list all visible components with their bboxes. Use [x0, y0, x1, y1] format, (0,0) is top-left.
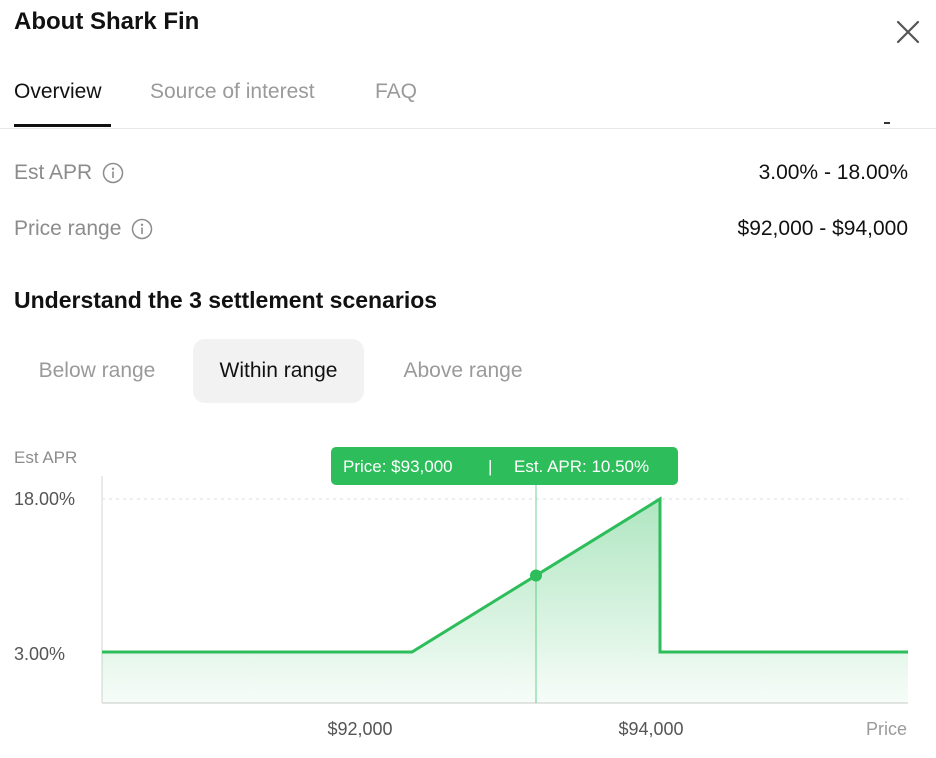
est-apr-row: Est APR 3.00% - 18.00%	[14, 159, 908, 187]
tabs-divider	[0, 128, 936, 129]
est-apr-label: Est APR	[14, 161, 93, 184]
info-icon[interactable]	[131, 218, 153, 240]
x-tick-94000: $94,000	[618, 719, 683, 739]
scenario-tab-within-range[interactable]: Within range	[193, 339, 364, 403]
tooltip-separator: |	[488, 457, 492, 476]
close-icon	[896, 20, 920, 44]
tooltip-apr: Est. APR: 10.50%	[514, 457, 649, 476]
y-tick-max: 18.00%	[14, 489, 75, 509]
x-tick-92000: $92,000	[327, 719, 392, 739]
est-apr-value: 3.00% - 18.00%	[758, 161, 908, 184]
scenarios-title: Understand the 3 settlement scenarios	[14, 287, 438, 313]
x-axis-label: Price	[866, 719, 907, 739]
scenario-tab-above-range[interactable]: Above range	[403, 359, 523, 382]
price-range-row: Price range $92,000 - $94,000	[14, 215, 908, 243]
y-axis-label: Est APR	[14, 448, 77, 467]
price-range-label-group: Price range	[14, 217, 153, 241]
scroll-indicator	[884, 122, 890, 124]
price-range-value: $92,000 - $94,000	[737, 217, 908, 240]
apr-chart: Est APR 18.00% 3.00% Price: $93,000 | Es…	[14, 447, 908, 739]
tooltip-price: Price: $93,000	[343, 457, 453, 476]
info-icon[interactable]	[102, 162, 124, 184]
page-title: About Shark Fin	[14, 8, 200, 35]
close-button[interactable]	[890, 14, 926, 50]
price-range-label: Price range	[14, 217, 122, 240]
tab-source-of-interest[interactable]: Source of interest	[150, 80, 315, 103]
est-apr-label-group: Est APR	[14, 161, 124, 185]
apr-area-fill	[102, 499, 908, 703]
y-tick-min: 3.00%	[14, 644, 65, 664]
tooltip-background	[331, 447, 678, 485]
apr-line	[102, 496, 908, 654]
active-tab-indicator	[14, 124, 111, 127]
tab-overview[interactable]: Overview	[14, 80, 102, 103]
tooltip: Price: $93,000 | Est. APR: 10.50%	[331, 447, 678, 485]
price-marker[interactable]	[530, 569, 542, 582]
scenario-tab-below-range[interactable]: Below range	[38, 359, 156, 382]
tab-faq[interactable]: FAQ	[375, 80, 418, 103]
